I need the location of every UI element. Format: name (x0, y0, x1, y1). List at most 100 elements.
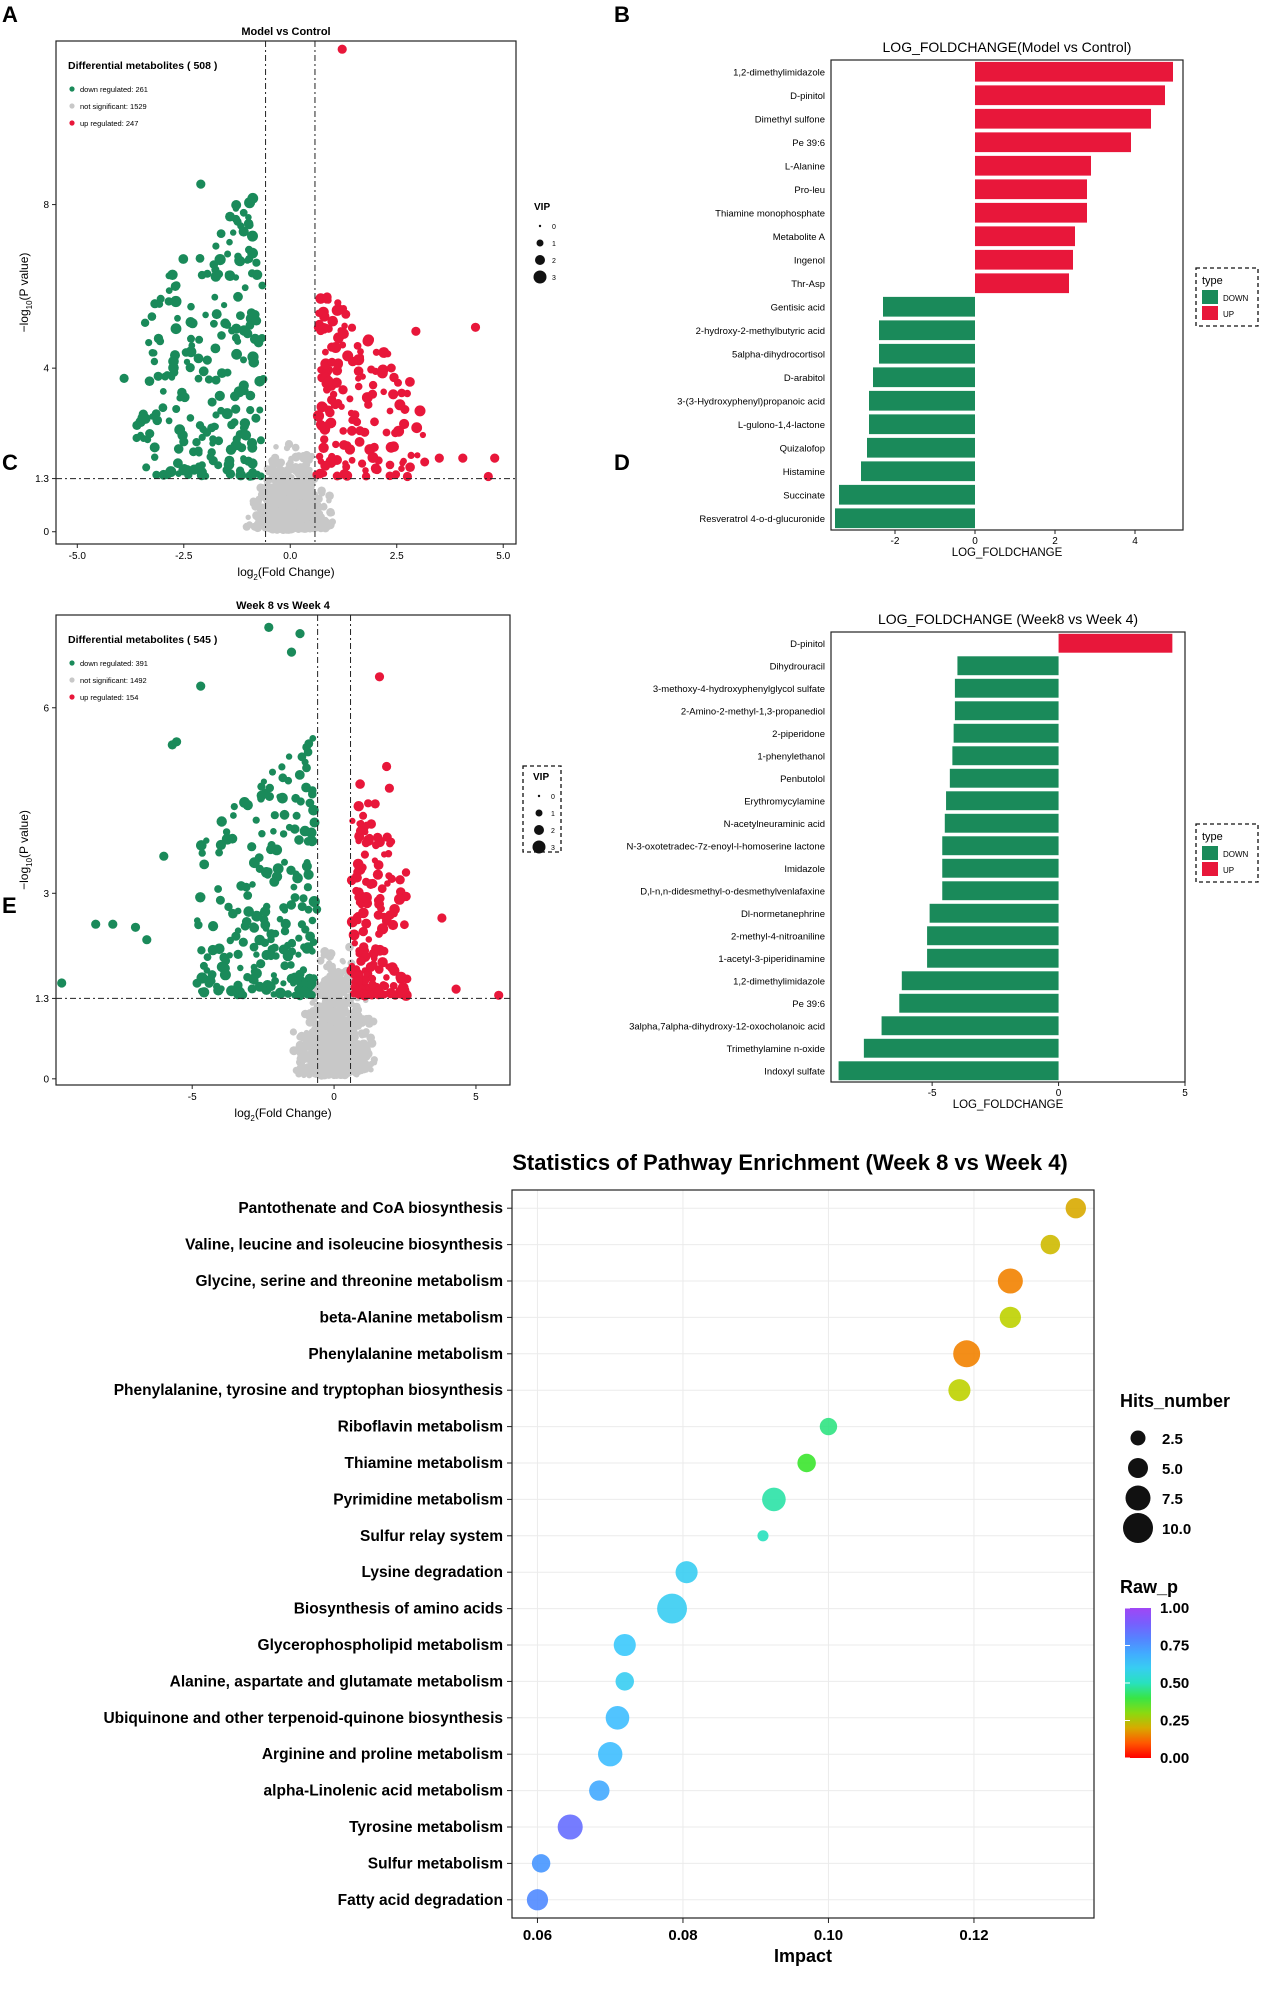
data-point (386, 407, 394, 415)
pathway-label: Pyrimidine metabolism (333, 1491, 503, 1508)
data-point (119, 373, 129, 383)
data-point (320, 1056, 327, 1063)
data-point (164, 297, 173, 306)
bar-category-label: D,l-n,n-didesmethyl-o-desmethylvenlafaxi… (640, 886, 825, 897)
data-point (303, 883, 312, 892)
data-point (327, 964, 337, 974)
data-point (256, 436, 265, 445)
data-point (240, 356, 247, 364)
bar (901, 971, 1059, 991)
vip-legend-swatch (532, 840, 546, 854)
bar-category-label: 2-Amino-2-methyl-1,3-propanediol (681, 706, 825, 717)
data-point (399, 418, 410, 430)
data-point (212, 242, 220, 250)
data-point (322, 292, 332, 302)
data-point (360, 892, 372, 904)
bar-category-label: 5alpha-dihydrocortisol (732, 349, 825, 360)
pathway-label: Lysine degradation (361, 1564, 503, 1581)
data-point (394, 399, 406, 411)
data-point (387, 837, 396, 846)
data-point (289, 464, 296, 471)
data-point (308, 916, 317, 925)
bar (869, 390, 975, 411)
x-tick-label: 5 (473, 1092, 479, 1103)
bubble (819, 1417, 838, 1436)
data-point (321, 976, 328, 984)
x-tick-label: 0 (1056, 1088, 1062, 1099)
data-point (361, 472, 371, 481)
data-point (159, 388, 167, 395)
data-point (234, 337, 242, 345)
plot-frame (511, 1189, 1095, 1919)
data-point (215, 848, 224, 857)
data-point (316, 469, 324, 477)
data-point (347, 323, 357, 332)
data-point (251, 413, 261, 423)
size-legend-swatch (1123, 1513, 1153, 1543)
data-point (345, 1009, 353, 1018)
data-point (247, 247, 258, 259)
data-point (219, 952, 229, 963)
data-point (276, 520, 286, 530)
bar-category-label: Resveratrol 4-o-d-glucuronide (699, 514, 825, 525)
size-legend-label: 5.0 (1162, 1461, 1183, 1478)
pathway-label: Glycine, serine and threonine metabolism (195, 1273, 503, 1290)
data-point (323, 950, 331, 958)
data-point (227, 420, 237, 430)
bar-category-label: Pro-leu (794, 185, 825, 196)
data-point (420, 457, 430, 467)
data-point (159, 851, 169, 861)
data-point (419, 431, 426, 439)
data-point (336, 1036, 344, 1044)
data-point (407, 451, 415, 459)
data-point (374, 965, 384, 974)
data-point (259, 375, 268, 384)
data-point (385, 872, 393, 880)
data-point (173, 458, 183, 469)
data-point (236, 881, 246, 891)
data-point (196, 681, 206, 691)
data-point (279, 830, 288, 838)
data-point (405, 462, 415, 473)
y-tick-label: 0 (43, 527, 49, 538)
data-point (359, 373, 366, 380)
data-point (280, 918, 291, 930)
bar-category-label: D-arabitol (784, 373, 825, 384)
data-point (217, 406, 225, 415)
data-point (194, 446, 203, 455)
data-point (351, 940, 358, 947)
data-point (289, 1028, 297, 1036)
data-point (173, 444, 184, 454)
bar-category-label: 1,2-dimethylimidazole (733, 67, 825, 78)
data-point (259, 915, 269, 924)
legend-label: not significant: 1529 (80, 102, 147, 111)
data-point (198, 433, 206, 441)
data-point (348, 929, 360, 941)
data-point (339, 969, 346, 976)
data-point (241, 917, 252, 927)
data-point (245, 514, 251, 520)
data-point (305, 931, 315, 942)
data-point (362, 467, 369, 474)
bubble (948, 1379, 971, 1402)
pathway-label: Ubiquinone and other terpenoid-quinone b… (103, 1710, 503, 1727)
data-point (284, 506, 290, 512)
data-point (340, 979, 349, 988)
data-point (387, 962, 398, 973)
data-point (299, 986, 310, 997)
bar-category-label: Pe 39:6 (792, 138, 825, 149)
bar-category-label: Penbutolol (780, 774, 825, 785)
data-point (389, 982, 398, 990)
data-point (267, 935, 275, 944)
data-point (354, 917, 362, 925)
data-point (316, 956, 325, 965)
data-point (280, 961, 290, 971)
data-point (236, 311, 245, 320)
data-point (251, 910, 263, 922)
y-axis-label: −log10(P value) (17, 810, 34, 890)
data-point (306, 827, 317, 839)
data-point (365, 936, 373, 943)
data-point (366, 1033, 376, 1043)
data-point (258, 281, 267, 290)
pathway-label: Valine, leucine and isoleucine biosynthe… (185, 1237, 503, 1254)
